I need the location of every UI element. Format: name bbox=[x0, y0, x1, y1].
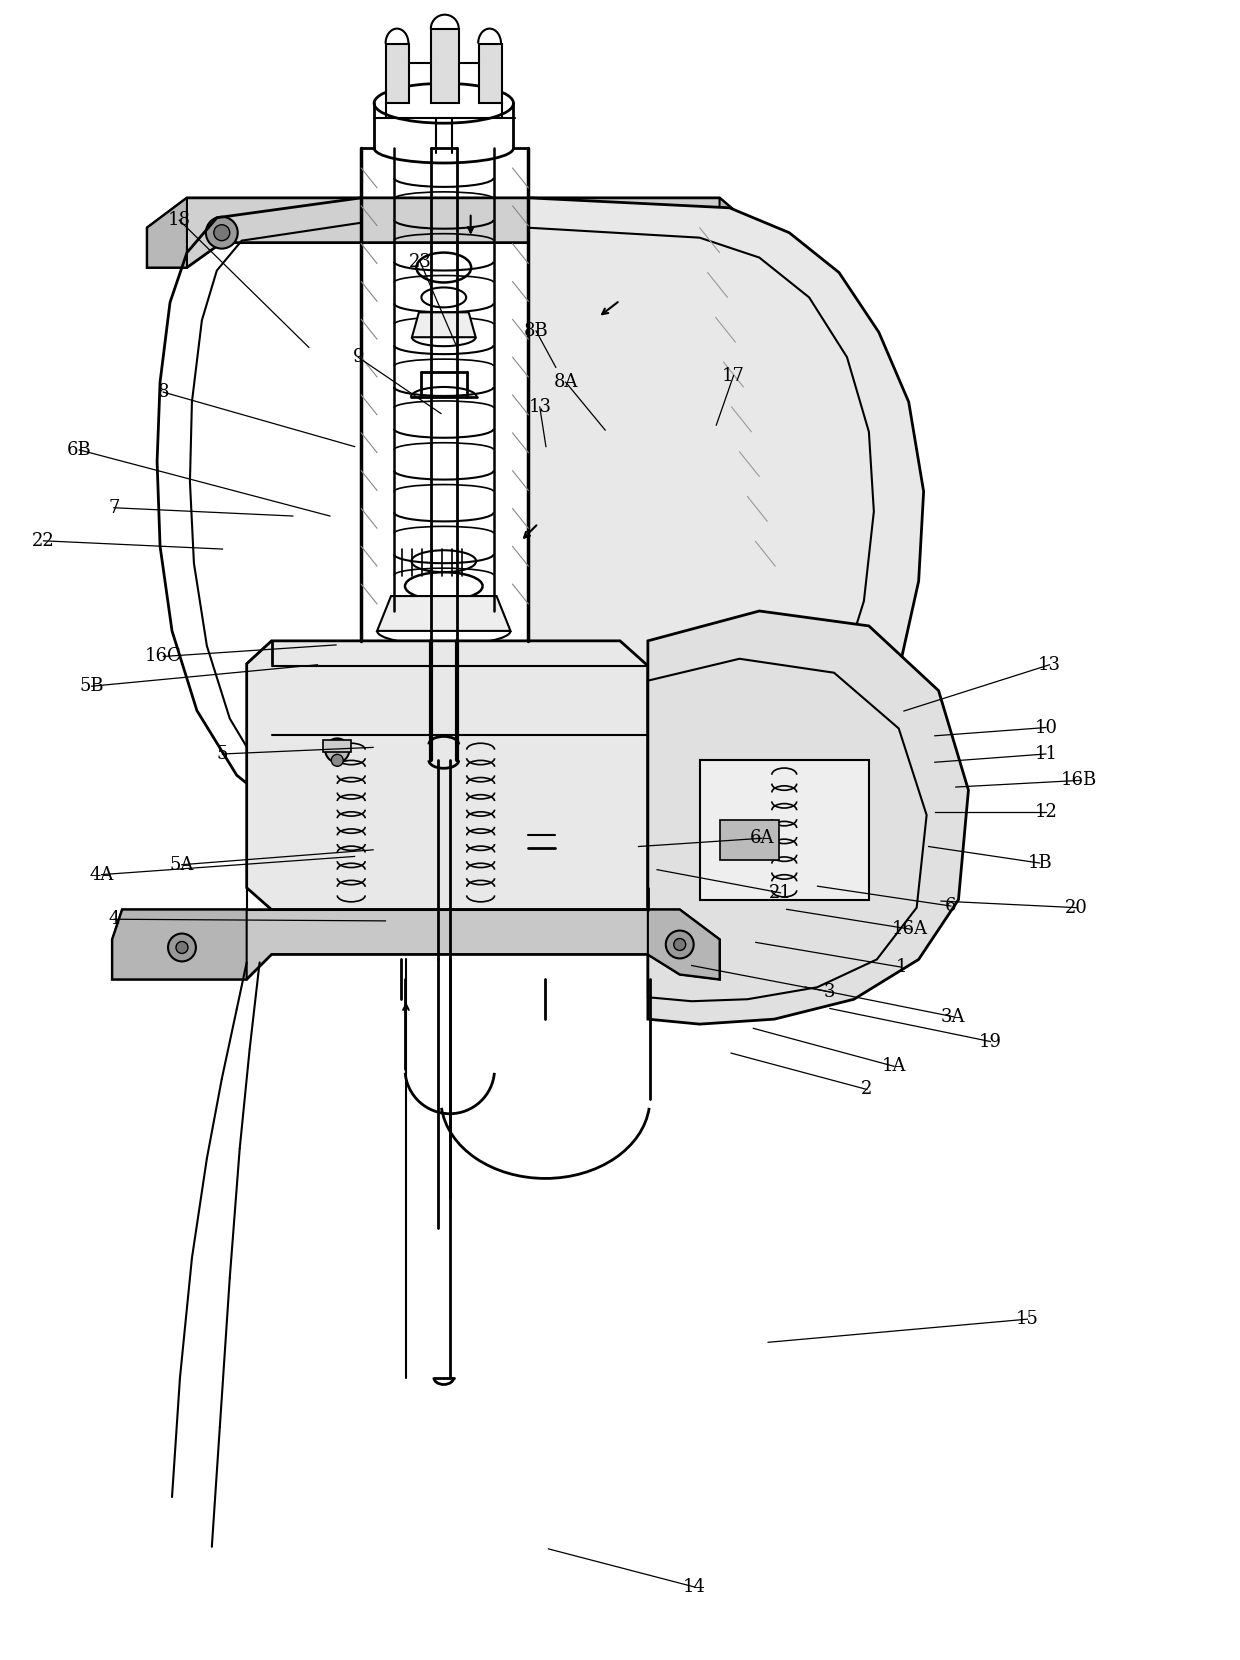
Circle shape bbox=[176, 941, 188, 953]
Text: 16C: 16C bbox=[145, 647, 181, 666]
Text: 6B: 6B bbox=[67, 442, 92, 458]
Circle shape bbox=[206, 217, 238, 249]
Text: 3A: 3A bbox=[941, 1008, 966, 1026]
Circle shape bbox=[666, 931, 693, 958]
Text: 21: 21 bbox=[769, 883, 792, 901]
Text: 4A: 4A bbox=[89, 865, 114, 883]
Polygon shape bbox=[647, 611, 968, 1024]
Polygon shape bbox=[528, 198, 924, 848]
Text: 20: 20 bbox=[1065, 898, 1089, 916]
Text: 5B: 5B bbox=[79, 677, 104, 696]
Text: 17: 17 bbox=[722, 367, 745, 385]
Circle shape bbox=[325, 739, 350, 762]
Polygon shape bbox=[430, 28, 459, 103]
Text: 7: 7 bbox=[108, 498, 119, 516]
Text: 8B: 8B bbox=[523, 322, 548, 340]
Circle shape bbox=[702, 224, 718, 241]
Text: 1: 1 bbox=[895, 958, 908, 976]
Polygon shape bbox=[113, 910, 247, 979]
Text: 22: 22 bbox=[32, 531, 55, 549]
Polygon shape bbox=[412, 312, 476, 337]
Circle shape bbox=[673, 938, 686, 951]
Polygon shape bbox=[377, 596, 511, 631]
Text: 1A: 1A bbox=[882, 1057, 906, 1076]
Text: 6: 6 bbox=[945, 896, 956, 915]
Text: 8A: 8A bbox=[553, 374, 578, 392]
Circle shape bbox=[331, 754, 343, 767]
Text: 8: 8 bbox=[157, 383, 169, 402]
Bar bbox=[324, 740, 351, 752]
Text: 11: 11 bbox=[1034, 745, 1058, 764]
Circle shape bbox=[213, 224, 229, 241]
Text: 1B: 1B bbox=[1027, 853, 1052, 872]
Text: 16A: 16A bbox=[892, 920, 928, 938]
Polygon shape bbox=[247, 641, 647, 910]
Polygon shape bbox=[148, 198, 754, 267]
Text: 3: 3 bbox=[825, 983, 836, 1001]
Text: 4: 4 bbox=[108, 910, 119, 928]
Polygon shape bbox=[113, 910, 719, 979]
Polygon shape bbox=[699, 760, 869, 900]
Polygon shape bbox=[148, 198, 187, 267]
Text: 12: 12 bbox=[1034, 803, 1058, 820]
Polygon shape bbox=[386, 43, 409, 103]
Text: 14: 14 bbox=[683, 1579, 706, 1595]
Text: 15: 15 bbox=[1016, 1310, 1039, 1328]
Text: 10: 10 bbox=[1034, 719, 1058, 737]
Text: 5: 5 bbox=[217, 745, 228, 764]
Text: 19: 19 bbox=[978, 1033, 1002, 1051]
Text: 5A: 5A bbox=[170, 855, 193, 873]
Text: 23: 23 bbox=[409, 252, 432, 271]
Bar bbox=[719, 820, 779, 860]
Polygon shape bbox=[479, 43, 501, 103]
Text: 16B: 16B bbox=[1061, 772, 1097, 790]
Text: 9: 9 bbox=[352, 349, 365, 367]
Polygon shape bbox=[647, 910, 719, 979]
Circle shape bbox=[169, 933, 196, 961]
Text: 2: 2 bbox=[862, 1081, 873, 1099]
Text: 13: 13 bbox=[528, 398, 552, 417]
Text: 13: 13 bbox=[1038, 656, 1061, 674]
Polygon shape bbox=[699, 198, 754, 267]
Text: 6A: 6A bbox=[750, 830, 774, 847]
Text: 18: 18 bbox=[167, 211, 191, 229]
Circle shape bbox=[693, 217, 725, 249]
